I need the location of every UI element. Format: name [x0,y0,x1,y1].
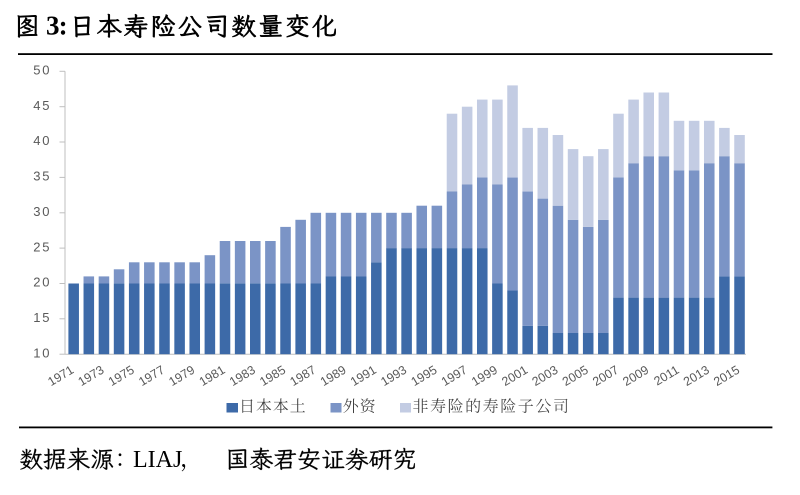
svg-text:10: 10 [33,345,51,360]
svg-text:15: 15 [33,310,51,325]
svg-text:45: 45 [33,98,51,113]
svg-text:3: 3 [46,11,60,41]
svg-text:30: 30 [33,204,51,219]
svg-text::: : [59,11,68,41]
svg-text:20: 20 [33,275,51,290]
svg-text:40: 40 [33,133,51,148]
svg-text:LIAJ: LIAJ [133,447,182,473]
svg-text:35: 35 [33,169,51,184]
svg-text:50: 50 [33,63,51,78]
svg-text:25: 25 [33,239,51,254]
